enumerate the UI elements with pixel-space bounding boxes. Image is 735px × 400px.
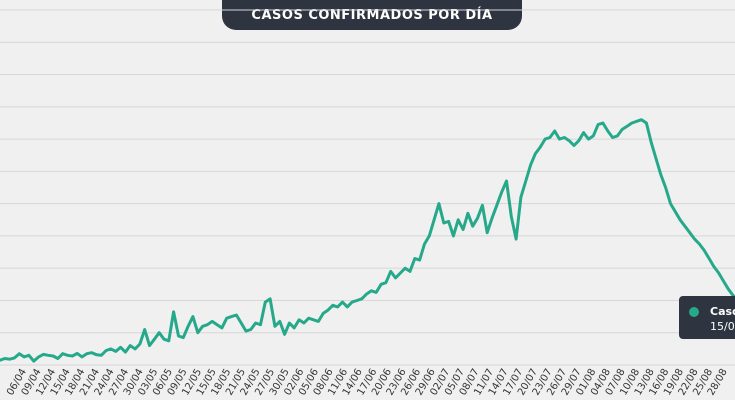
tooltip-series-name: Casos — [710, 305, 735, 318]
x-axis-ticks: 06/0409/0412/0415/0418/0421/0424/0427/04… — [5, 367, 730, 397]
series-color-dot — [689, 307, 699, 317]
grid-lines — [0, 9, 735, 366]
chart-title: CASOS CONFIRMADOS POR DÍA — [222, 0, 522, 30]
tooltip-date: 15/09 — [710, 320, 735, 333]
tooltip: Casos 15/09 — [679, 296, 735, 339]
series-line-casos[interactable] — [0, 118, 735, 363]
